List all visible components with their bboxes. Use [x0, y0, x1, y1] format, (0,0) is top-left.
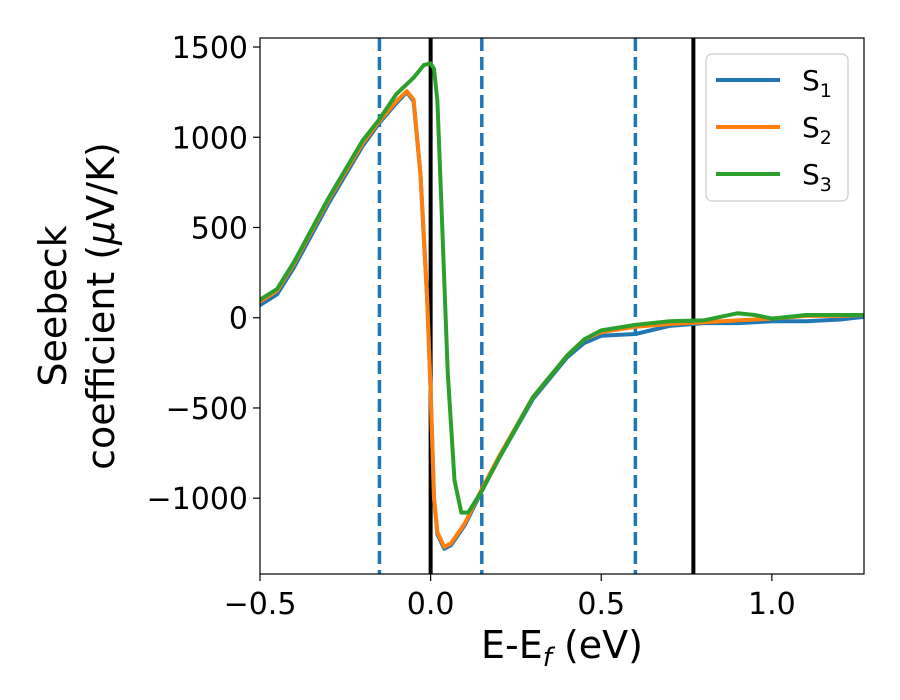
x-tick-label: −0.5 [224, 587, 297, 622]
y-tick-label: 500 [191, 211, 248, 246]
legend-label-s1: S1 [802, 64, 832, 102]
y-tick-label: −500 [166, 392, 248, 427]
legend-label-s3: S3 [802, 158, 832, 196]
series-group [260, 61, 864, 551]
series-line-s3 [260, 61, 864, 515]
y-tick-label: −1000 [147, 482, 248, 517]
y-axis-label-line1: Seebeck [31, 225, 75, 386]
x-tick-label: 0.5 [577, 587, 625, 622]
legend: S1 S2 S3 [705, 53, 849, 202]
legend-label-s2: S2 [802, 111, 832, 149]
plot-frame [259, 37, 865, 575]
y-axis-label-line2: coefficient (μV/K) [79, 142, 123, 470]
y-tick-label: 0 [229, 302, 248, 337]
reference-lines [377, 38, 696, 574]
x-tick-label: 1.0 [748, 587, 796, 622]
x-axis-label: E-Ef (eV) [481, 623, 643, 673]
y-tick-label: 1000 [172, 121, 248, 156]
axis-ticks: −0.5 0.0 0.5 1.0 1500 1000 500 0 −500 −1000 [147, 31, 796, 622]
y-tick-label: 1500 [172, 31, 248, 66]
x-tick-label: 0.0 [407, 587, 455, 622]
